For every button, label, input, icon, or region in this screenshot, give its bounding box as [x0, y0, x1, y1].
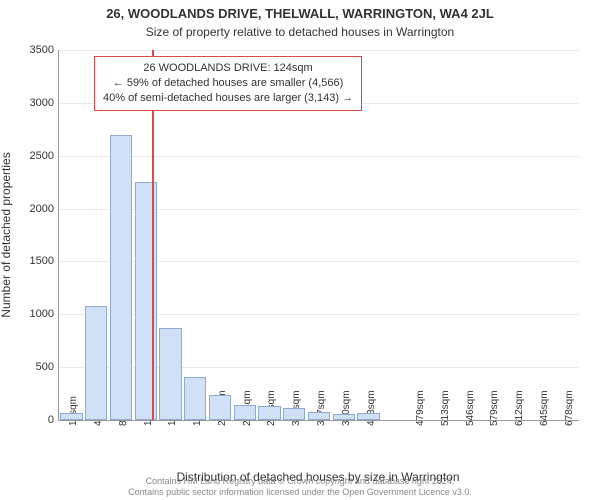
- x-tick-label: 678sqm: [564, 390, 566, 426]
- annotation-line1: 26 WOODLANDS DRIVE: 124sqm: [103, 61, 353, 76]
- annotation-line3: 40% of semi-detached houses are larger (…: [103, 91, 353, 106]
- x-tick-label: 347sqm: [316, 390, 318, 426]
- x-tick-label: 16sqm: [68, 396, 70, 426]
- y-tick-label: 0: [14, 414, 54, 426]
- histogram-bar: [85, 306, 107, 420]
- y-tick-label: 3500: [14, 44, 54, 56]
- x-tick-label: 380sqm: [341, 390, 343, 426]
- y-tick-label: 2000: [14, 203, 54, 215]
- y-tick-label: 1000: [14, 308, 54, 320]
- chart-title-main: 26, WOODLANDS DRIVE, THELWALL, WARRINGTO…: [0, 0, 600, 21]
- y-tick-label: 3000: [14, 97, 54, 109]
- histogram-bar: [333, 414, 355, 420]
- annotation-line2: ← 59% of detached houses are smaller (4,…: [103, 76, 353, 91]
- histogram-bar: [357, 413, 379, 420]
- footer-attribution: Contains HM Land Registry data © Crown c…: [0, 476, 600, 498]
- x-tick-label: 645sqm: [539, 390, 541, 426]
- plot-area: 26 WOODLANDS DRIVE: 124sqm← 59% of detac…: [58, 50, 579, 421]
- x-tick-label: 612sqm: [514, 390, 516, 426]
- grid-line: [59, 156, 579, 157]
- plot-wrap: Number of detached properties 26 WOODLAN…: [58, 50, 578, 420]
- histogram-bar: [110, 135, 132, 420]
- chart-container: 26, WOODLANDS DRIVE, THELWALL, WARRINGTO…: [0, 0, 600, 500]
- histogram-bar: [234, 405, 256, 420]
- footer-line2: Contains public sector information licen…: [0, 487, 600, 498]
- histogram-bar: [283, 408, 305, 420]
- histogram-bar: [308, 412, 330, 420]
- x-tick-label: 546sqm: [465, 390, 467, 426]
- histogram-bar: [209, 395, 231, 420]
- histogram-bar: [159, 328, 181, 420]
- histogram-bar: [184, 377, 206, 420]
- x-tick-label: 479sqm: [415, 390, 417, 426]
- y-tick-label: 500: [14, 361, 54, 373]
- footer-line1: Contains HM Land Registry data © Crown c…: [0, 476, 600, 487]
- x-tick-label: 579sqm: [489, 390, 491, 426]
- x-tick-label: 413sqm: [366, 390, 368, 426]
- annotation-box: 26 WOODLANDS DRIVE: 124sqm← 59% of detac…: [94, 56, 362, 111]
- histogram-bar: [60, 413, 82, 420]
- y-tick-label: 2500: [14, 150, 54, 162]
- chart-title-sub: Size of property relative to detached ho…: [0, 21, 600, 39]
- grid-line: [59, 50, 579, 51]
- y-axis-label: Number of detached properties: [0, 152, 13, 317]
- histogram-bar: [258, 406, 280, 420]
- x-tick-label: 513sqm: [440, 390, 442, 426]
- y-tick-label: 1500: [14, 255, 54, 267]
